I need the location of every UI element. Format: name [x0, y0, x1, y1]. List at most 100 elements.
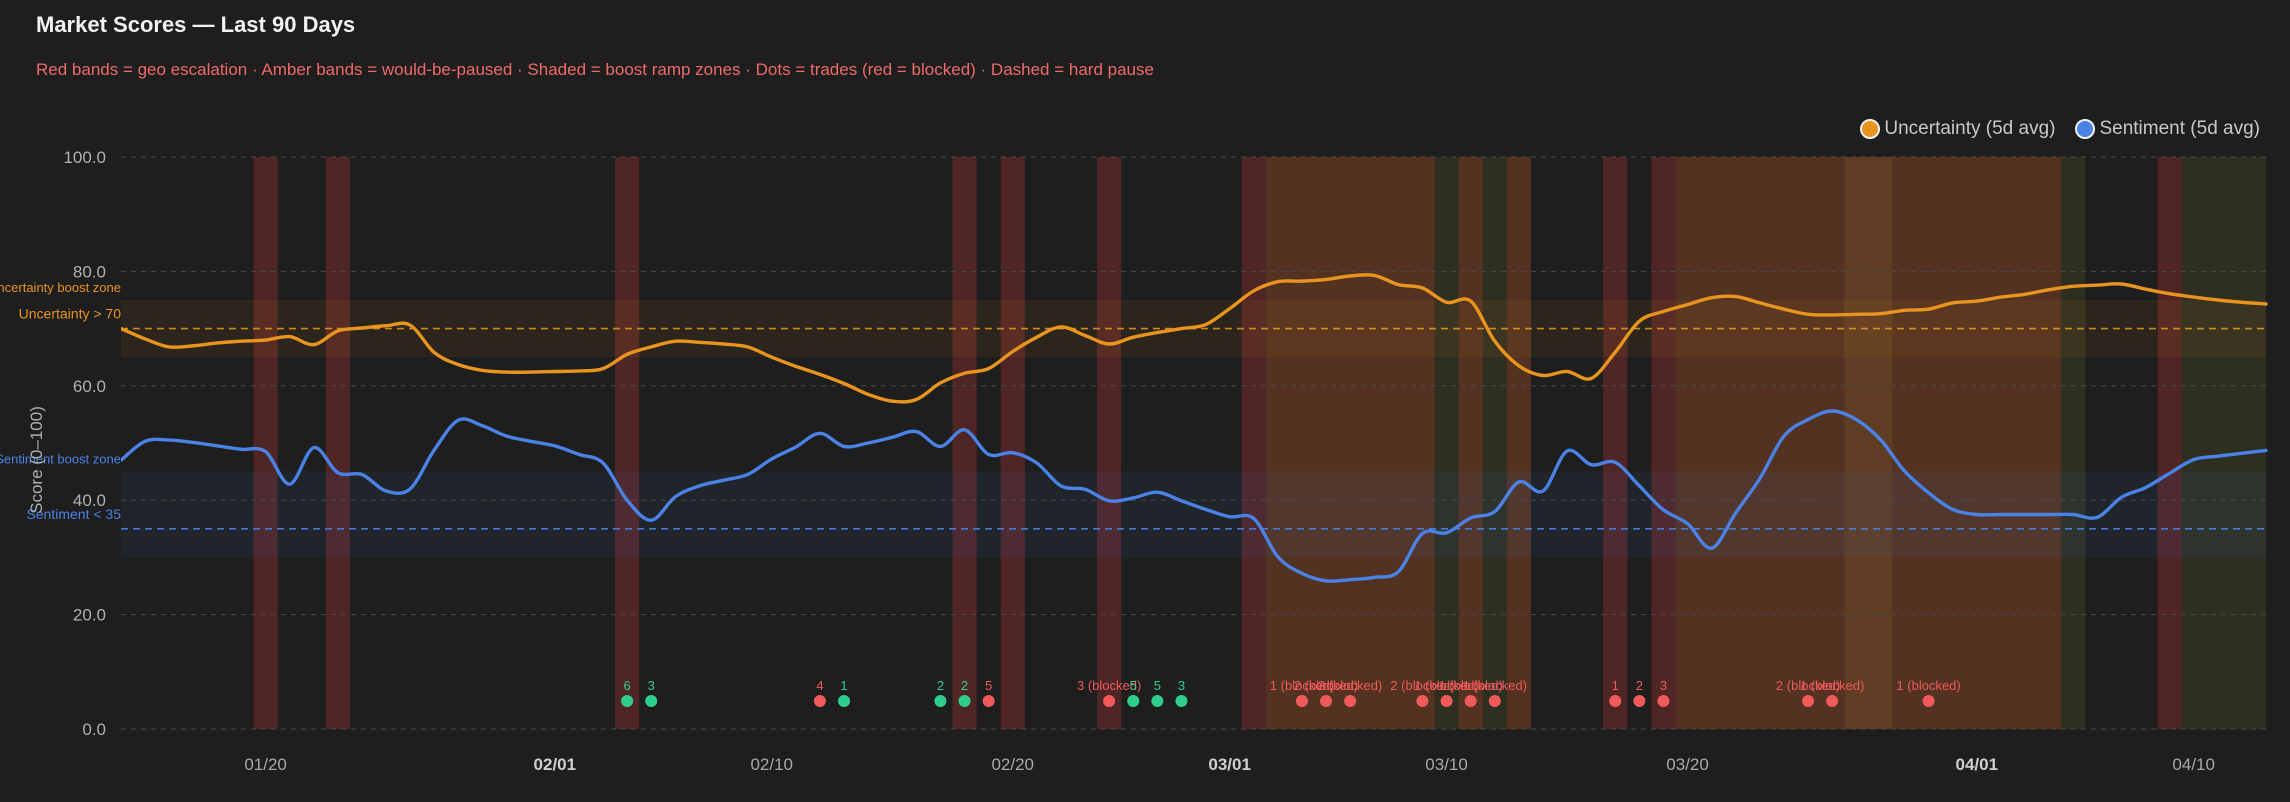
background-bands: [253, 157, 2266, 729]
x-tick-label: 03/01: [1208, 755, 1251, 774]
trade-dot-blocked: [813, 695, 826, 707]
trade-dot: [1127, 695, 1140, 707]
trade-label: 4: [816, 678, 823, 693]
grid: [121, 156, 2266, 730]
trade-label: 3: [648, 678, 655, 693]
trade-dot-blocked: [1416, 695, 1429, 707]
trade-label: 1 (blocked): [1439, 678, 1503, 693]
pause-threshold-label: Sentiment < 35: [26, 506, 121, 522]
geo-escalation-band: [1241, 157, 1266, 729]
sentiment-line: [121, 409, 2268, 583]
trade-label: 3 (blocked): [1077, 678, 1141, 693]
boost-zones: [121, 300, 2266, 558]
trade-label: 1 (blocked): [1896, 678, 1960, 693]
trade-dot: [838, 695, 851, 707]
x-tick-label: 02/20: [991, 755, 1034, 774]
geo-escalation-band: [952, 157, 977, 729]
trade-label: 1 (blocked): [1270, 678, 1334, 693]
trade-dot-blocked: [1922, 695, 1935, 707]
trade-label: 5: [985, 678, 992, 693]
y-tick-label: 40.0: [73, 491, 106, 510]
uncertainty-line: [121, 273, 2268, 404]
geo-escalation-band: [1651, 157, 1676, 729]
trade-dot-blocked: [1295, 695, 1308, 707]
trade-dot: [1151, 695, 1164, 707]
trade-label: 2 (blocked): [1390, 678, 1454, 693]
boost-zone-label: Sentiment boost zone: [0, 452, 121, 467]
trade-dot-blocked: [1609, 695, 1622, 707]
trade-label: 3: [1178, 678, 1185, 693]
x-tick-label: 01/20: [244, 755, 287, 774]
trade-dot: [621, 695, 634, 707]
trade-label: 1: [1612, 678, 1619, 693]
x-tick-label: 04/10: [2172, 755, 2215, 774]
boost-zone: [121, 471, 2266, 558]
geo-escalation-band: [253, 157, 278, 729]
legend-swatch-uncertainty: [1860, 119, 1881, 139]
zone-labels: Uncertainty boost zone Sentiment boost zo…: [0, 280, 121, 522]
legend-label-uncertainty: Uncertainty (5d avg): [1884, 118, 2056, 139]
trade-dot-blocked: [982, 695, 995, 707]
x-tick-label: 03/10: [1425, 755, 1468, 774]
geo-escalation-band: [1000, 157, 1025, 729]
trade-dot: [1175, 695, 1188, 707]
y-tick-label: 100.0: [63, 148, 106, 167]
trade-label: 3: [1660, 678, 1667, 693]
trade-dot-blocked: [1440, 695, 1453, 707]
x-tick-label: 03/20: [1666, 755, 1709, 774]
paused-band: [1458, 157, 1483, 729]
x-tick-label: 02/01: [534, 755, 577, 774]
chart-subtitle: Red bands = geo escalation · Amber bands…: [36, 60, 1154, 79]
geo-escalation-band: [2157, 157, 2182, 729]
trade-dot-blocked: [1802, 695, 1815, 707]
trade-label: 5: [1154, 678, 1161, 693]
trade-label: 2: [961, 678, 968, 693]
y-tick-label: 0.0: [82, 720, 106, 739]
y-tick-label: 20.0: [73, 606, 106, 625]
pause-threshold-label: Uncertainty > 70: [19, 306, 122, 322]
y-tick-label: 60.0: [73, 377, 106, 396]
legend-item-sentiment[interactable]: Sentiment (5d avg): [2075, 118, 2260, 140]
trade-label: 5: [1130, 678, 1137, 693]
ramp-band: [1482, 157, 1507, 729]
boost-zone-label: Uncertainty boost zone: [0, 280, 121, 295]
trade-label: 1 (blocked): [1463, 678, 1527, 693]
legend-item-uncertainty[interactable]: Uncertainty (5d avg): [1860, 118, 2055, 140]
trade-label: 1 (blocked): [1800, 678, 1864, 693]
trade-dot-blocked: [1826, 695, 1839, 707]
geo-escalation-band: [1097, 157, 1122, 729]
axes: 0.0 20.0 40.0 60.0 80.0 100.0 01/20 02/01 02/10 0…: [63, 148, 2215, 774]
geo-escalation-band: [615, 157, 640, 729]
paused-band: [1844, 157, 2062, 729]
trade-label: 1: [840, 678, 847, 693]
ramp-band: [1434, 157, 1459, 729]
trade-label: 2 (blocked): [1776, 678, 1840, 693]
legend-label-sentiment: Sentiment (5d avg): [2099, 118, 2260, 139]
series-lines: [121, 273, 2268, 583]
y-tick-label: 80.0: [73, 262, 106, 281]
paused-band: [1506, 157, 1531, 729]
trade-label: 1 (blocked): [1414, 678, 1478, 693]
trade-label: 6: [624, 678, 631, 693]
trade-dot-blocked: [1320, 695, 1333, 707]
trade-dot-blocked: [1103, 695, 1116, 707]
trade-label: 2 (blocked): [1318, 678, 1382, 693]
y-axis-label: Score (0–100): [27, 406, 46, 514]
geo-escalation-band: [1603, 157, 1628, 729]
paused-band: [1265, 157, 1435, 729]
trade-label: 2: [1636, 678, 1643, 693]
x-tick-label: 02/10: [750, 755, 793, 774]
trade-dot-blocked: [1633, 695, 1646, 707]
trade-label: 2 (blocked): [1294, 678, 1358, 693]
x-tick-label: 04/01: [1956, 755, 1999, 774]
trade-label: 2: [937, 678, 944, 693]
legend-swatch-sentiment: [2075, 119, 2096, 139]
legend: Uncertainty (5d avg) Sentiment (5d avg): [1860, 118, 2260, 140]
trade-dot-blocked: [1488, 695, 1501, 707]
ramp-band: [2181, 157, 2266, 729]
paused-band: [1675, 157, 1845, 729]
trade-dot-blocked: [1344, 695, 1357, 707]
trade-dot: [645, 695, 658, 707]
geo-escalation-band: [325, 157, 350, 729]
